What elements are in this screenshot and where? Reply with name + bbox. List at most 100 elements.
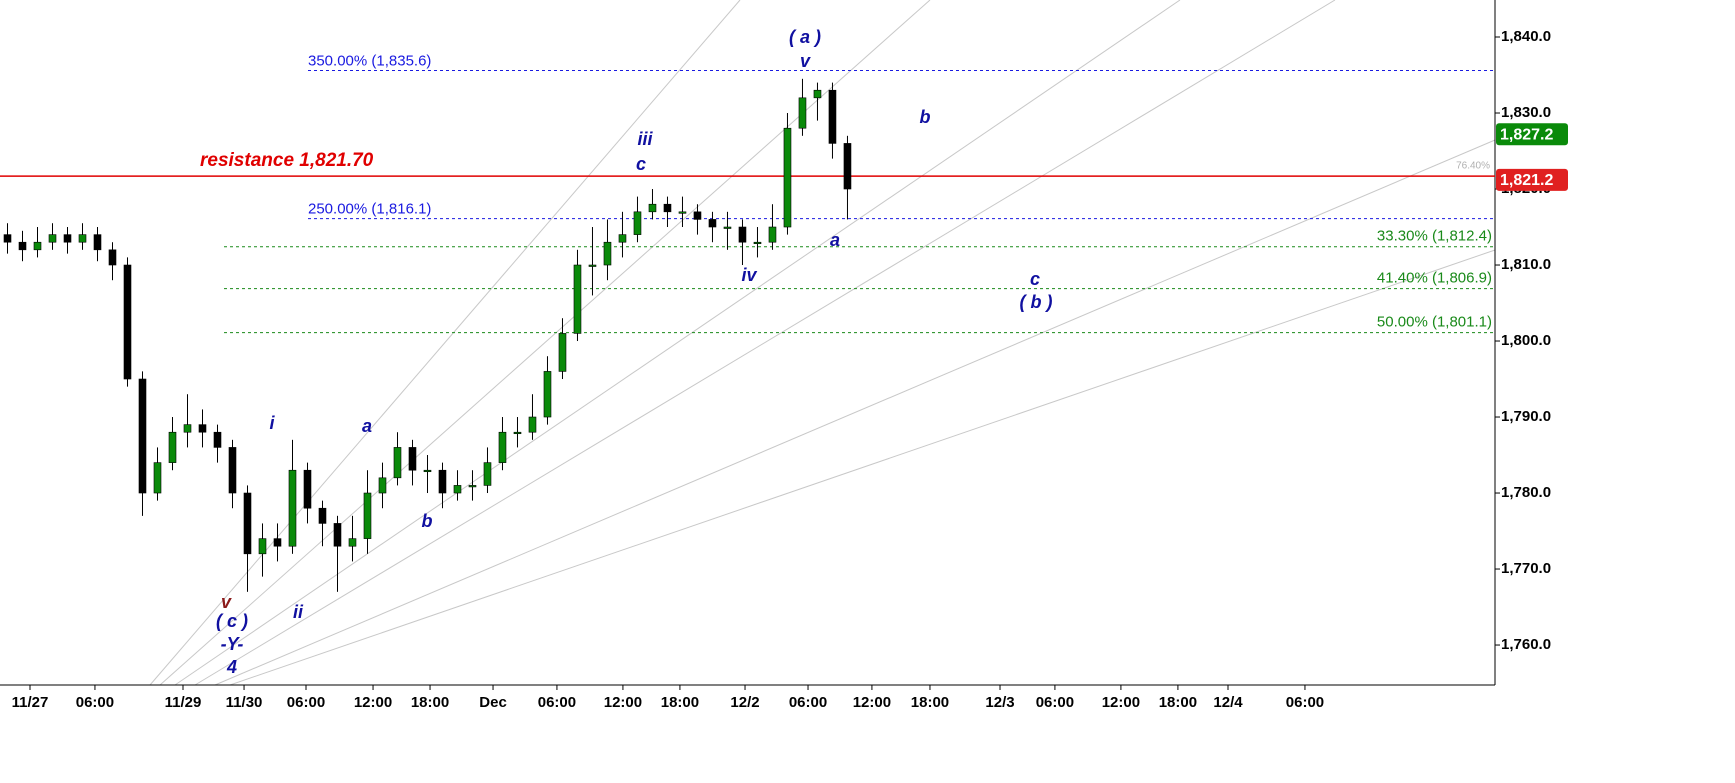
x-tick-label: 06:00 <box>789 694 827 711</box>
candle-body <box>768 226 777 243</box>
x-tick-label: 06:00 <box>538 694 576 711</box>
candle-body <box>258 538 267 555</box>
candle-body <box>198 424 207 433</box>
candle-body <box>93 234 102 251</box>
fan-line <box>229 249 1496 686</box>
x-tick-label: 12:00 <box>1102 694 1140 711</box>
candle-body <box>378 477 387 494</box>
level-label: 50.00% (1,801.1) <box>1377 314 1492 331</box>
wave-label: 4 <box>226 657 237 677</box>
level-label: 350.00% (1,835.6) <box>308 52 431 69</box>
x-tick-label: 12:00 <box>354 694 392 711</box>
x-tick-label: 18:00 <box>411 694 449 711</box>
candle-body <box>678 211 687 214</box>
wave-label: c <box>636 154 646 174</box>
wave-label: ( a ) <box>789 27 821 47</box>
wave-label: b <box>920 107 931 127</box>
candle-body <box>213 431 222 448</box>
candle-body <box>243 492 252 555</box>
candle-body <box>408 447 417 471</box>
fan-line <box>194 0 1336 686</box>
x-tick-label: 06:00 <box>287 694 325 711</box>
candle-body <box>633 211 642 235</box>
candle-body <box>543 371 552 418</box>
price-badge <box>1496 168 1568 191</box>
wave-label: iii <box>637 129 653 149</box>
wave-label: ( b ) <box>1020 292 1053 312</box>
x-tick-label: 11/27 <box>12 694 49 711</box>
candle-body <box>453 485 462 494</box>
fan-note: 76.40% <box>1456 161 1490 172</box>
candle-body <box>498 431 507 463</box>
wave-label: ( c ) <box>216 611 248 631</box>
level-label: 250.00% (1,816.1) <box>308 201 431 218</box>
wave-label: a <box>362 416 372 436</box>
candle-body <box>708 219 717 228</box>
y-tick-label: 1,840.0 <box>1501 28 1551 45</box>
candle-body <box>303 469 312 509</box>
x-tick-label: 12:00 <box>853 694 891 711</box>
level-label: 41.40% (1,806.9) <box>1377 270 1492 287</box>
candle-body <box>588 264 597 267</box>
y-tick-label: 1,790.0 <box>1501 408 1551 425</box>
candle-body <box>63 234 72 243</box>
candle-body <box>423 469 432 473</box>
candle-body <box>603 241 612 266</box>
candle-body <box>798 97 807 129</box>
x-tick-label: 12/4 <box>1213 694 1243 711</box>
x-tick-label: 18:00 <box>1159 694 1197 711</box>
wave-label: v <box>221 592 232 612</box>
x-tick-label: 12:00 <box>604 694 642 711</box>
candle-body <box>228 447 237 494</box>
wave-label: -Y- <box>221 634 244 654</box>
candle-body <box>513 431 522 435</box>
candle-body <box>843 143 852 190</box>
wave-label: a <box>830 230 840 250</box>
candle-body <box>153 462 162 494</box>
candle-body <box>648 203 657 213</box>
x-tick-label: 11/29 <box>165 694 202 711</box>
candle-body <box>318 507 327 524</box>
candle-body <box>168 431 177 463</box>
x-tick-label: 12/2 <box>730 694 759 711</box>
candle-body <box>183 424 192 433</box>
candle-body <box>753 241 762 245</box>
price-badge <box>1496 123 1568 146</box>
candle-body <box>693 211 702 220</box>
y-tick-label: 1,770.0 <box>1501 560 1551 577</box>
y-tick-label: 1,810.0 <box>1501 256 1551 273</box>
candle-body <box>573 264 582 334</box>
wave-label: iv <box>741 265 757 285</box>
fan-line <box>214 139 1496 686</box>
candle-body <box>48 234 57 243</box>
candle-body <box>363 492 372 539</box>
candle-body <box>468 485 477 488</box>
candle-body <box>123 264 132 380</box>
level-label: 33.30% (1,812.4) <box>1377 228 1492 245</box>
fan-line <box>174 0 1181 686</box>
level-label: resistance 1,821.70 <box>200 150 374 171</box>
candle-body <box>3 234 12 243</box>
candle-body <box>738 226 747 243</box>
candle-body <box>618 234 627 243</box>
x-tick-label: 06:00 <box>1036 694 1074 711</box>
y-tick-label: 1,780.0 <box>1501 484 1551 501</box>
wave-label: v <box>800 51 811 71</box>
y-tick-label: 1,800.0 <box>1501 332 1551 349</box>
wave-label: c <box>1030 269 1040 289</box>
candle-body <box>288 469 297 547</box>
y-tick-label: 1,760.0 <box>1501 636 1551 653</box>
candle-body <box>108 249 117 266</box>
candle-body <box>333 523 342 547</box>
candle-body <box>438 469 447 494</box>
candle-body <box>813 89 822 99</box>
candle-body <box>348 538 357 547</box>
fan-line <box>149 0 741 686</box>
wave-label: b <box>422 511 433 531</box>
x-tick-label: 18:00 <box>661 694 699 711</box>
x-tick-label: 18:00 <box>911 694 949 711</box>
candle-body <box>18 241 27 251</box>
candle-body <box>558 333 567 372</box>
